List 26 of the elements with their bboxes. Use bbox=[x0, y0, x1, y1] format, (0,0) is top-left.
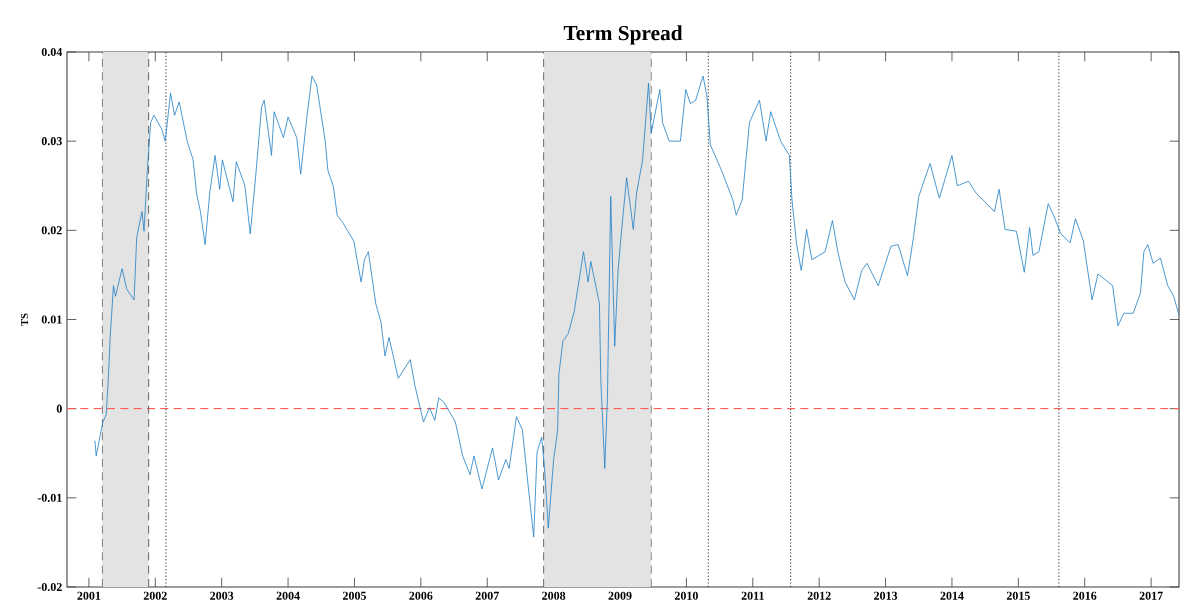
y-tick-label: 0.01 bbox=[41, 315, 62, 324]
x-tick-label: 2011 bbox=[741, 591, 764, 600]
y-axis-title: TS bbox=[20, 313, 29, 326]
x-tick-label: 2015 bbox=[1006, 591, 1030, 600]
x-tick-label: 2016 bbox=[1073, 591, 1097, 600]
x-tick-label: 2003 bbox=[210, 591, 234, 600]
x-tick-label: 2008 bbox=[542, 591, 566, 600]
x-tick-label: 2006 bbox=[409, 591, 433, 600]
x-tick-label: 2009 bbox=[608, 591, 632, 600]
x-tick-label: 2014 bbox=[940, 591, 964, 600]
x-tick-label: 2004 bbox=[276, 591, 300, 600]
x-tick-label: 2017 bbox=[1139, 591, 1163, 600]
y-tick-label: 0.04 bbox=[41, 47, 63, 57]
x-tick-label: 2012 bbox=[807, 591, 831, 600]
x-tick-label: 2013 bbox=[874, 591, 898, 600]
x-tick-label: 2010 bbox=[674, 591, 698, 600]
x-tick-label: 2005 bbox=[342, 591, 367, 600]
x-tick-label: 2007 bbox=[475, 591, 499, 600]
y-tick-label: 0.02 bbox=[41, 226, 62, 235]
x-tick-label: 2002 bbox=[143, 591, 167, 600]
y-tick-label: 0.03 bbox=[41, 137, 62, 146]
y-tick-label: 0 bbox=[56, 404, 62, 413]
y-tick-label: -0.02 bbox=[37, 582, 62, 592]
y-tick-label: -0.01 bbox=[37, 493, 62, 502]
x-tick-label: 2001 bbox=[77, 591, 101, 600]
chart-title: Term Spread bbox=[563, 25, 683, 45]
